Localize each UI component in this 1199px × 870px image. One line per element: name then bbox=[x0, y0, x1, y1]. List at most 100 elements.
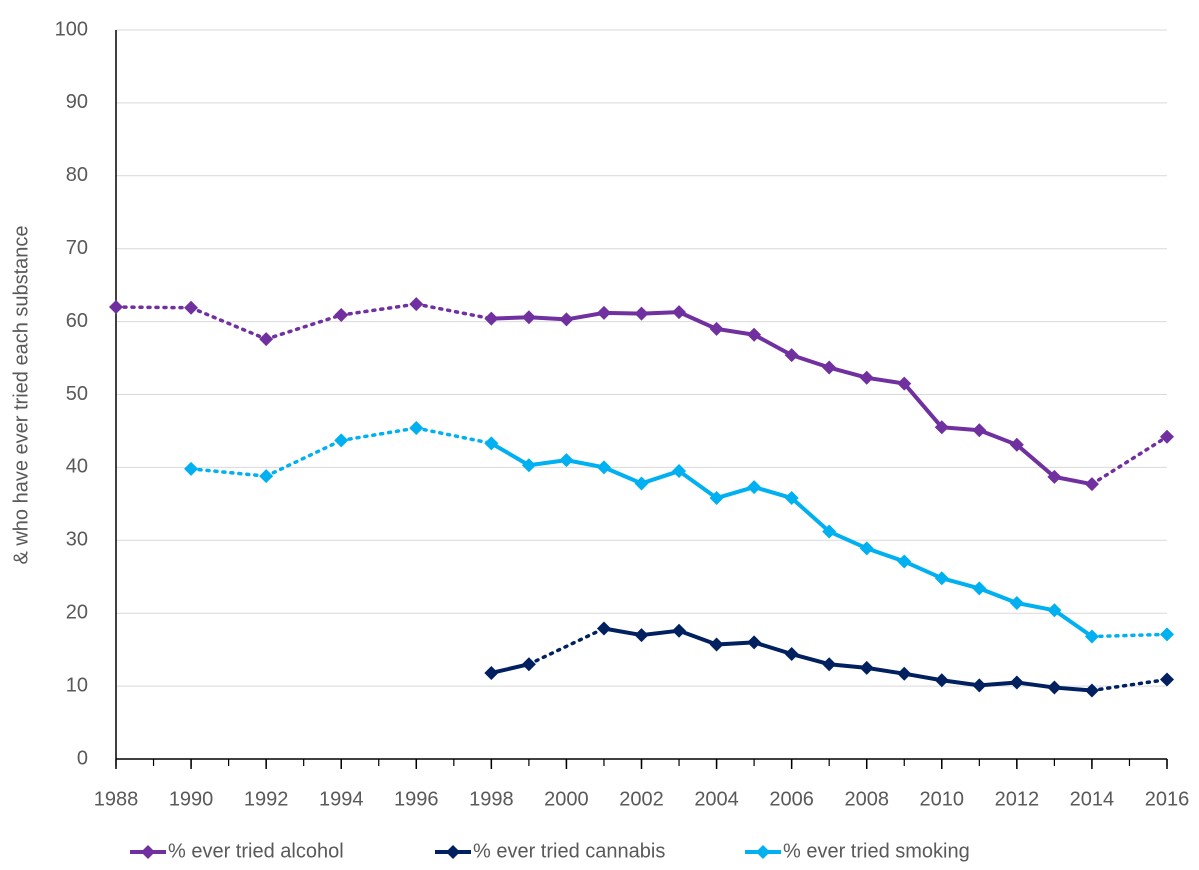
line-segment bbox=[189, 305, 268, 341]
y-tick-label: 10 bbox=[66, 674, 88, 696]
data-point bbox=[184, 461, 199, 476]
line-segment bbox=[902, 381, 944, 430]
line-segment bbox=[489, 441, 531, 468]
legend-label: % ever tried alcohol bbox=[168, 840, 344, 862]
y-tick-label: 90 bbox=[66, 91, 88, 113]
data-point bbox=[822, 360, 837, 375]
line-segment bbox=[489, 662, 531, 675]
data-point bbox=[559, 453, 574, 468]
line-segment bbox=[1090, 435, 1169, 486]
y-tick-label: 100 bbox=[55, 18, 88, 40]
data-point bbox=[709, 491, 724, 506]
line-segment bbox=[601, 626, 644, 638]
data-point bbox=[859, 660, 874, 675]
data-point bbox=[709, 637, 724, 652]
line-segment bbox=[714, 485, 757, 501]
data-point bbox=[1160, 627, 1174, 642]
data-point bbox=[934, 420, 949, 435]
x-tick-label: 1994 bbox=[319, 788, 364, 810]
y-tick-label: 80 bbox=[66, 164, 88, 186]
data-point bbox=[1084, 683, 1099, 698]
data-point bbox=[1084, 477, 1099, 492]
x-tick-label: 2014 bbox=[1070, 788, 1115, 810]
line-segment bbox=[564, 310, 606, 322]
x-tick-label: 1990 bbox=[169, 788, 214, 810]
data-point bbox=[934, 571, 949, 586]
line-segment bbox=[1090, 632, 1169, 639]
line-segment bbox=[864, 665, 907, 676]
data-point bbox=[1160, 672, 1174, 687]
data-point bbox=[672, 623, 687, 638]
data-point bbox=[559, 312, 574, 327]
data-point bbox=[521, 310, 536, 325]
data-point bbox=[259, 332, 274, 347]
x-tick-label: 1992 bbox=[244, 788, 289, 810]
x-tick-label: 2008 bbox=[844, 788, 889, 810]
line-segment bbox=[526, 458, 569, 468]
line-segment bbox=[677, 628, 719, 647]
line-segment bbox=[601, 465, 644, 486]
line-segment bbox=[864, 546, 907, 564]
x-tick-label: 1988 bbox=[94, 788, 139, 810]
line-segment bbox=[414, 302, 494, 321]
y-tick-label: 60 bbox=[66, 310, 88, 332]
line-segment bbox=[339, 426, 419, 443]
data-point bbox=[334, 308, 349, 323]
line-segment bbox=[414, 426, 494, 446]
data-point bbox=[596, 621, 611, 636]
legend-marker bbox=[141, 845, 155, 859]
data-point bbox=[822, 524, 837, 539]
line-segment bbox=[789, 353, 832, 370]
x-tick-label: 2010 bbox=[920, 788, 965, 810]
data-point bbox=[784, 348, 799, 363]
data-point bbox=[897, 666, 912, 681]
line-segment bbox=[339, 302, 419, 317]
y-tick-label: 40 bbox=[66, 456, 88, 478]
data-point bbox=[672, 464, 687, 479]
data-point bbox=[484, 665, 499, 680]
line-segment bbox=[677, 310, 719, 331]
data-point bbox=[184, 300, 199, 315]
data-point bbox=[1009, 675, 1024, 690]
line-segment bbox=[114, 305, 193, 310]
data-point bbox=[859, 370, 874, 385]
line-segment bbox=[564, 458, 606, 470]
line-segment bbox=[977, 428, 1019, 447]
line-segment bbox=[189, 467, 268, 478]
data-point bbox=[784, 647, 799, 662]
x-tick-label: 2006 bbox=[769, 788, 814, 810]
data-point bbox=[747, 480, 762, 495]
y-tick-label: 70 bbox=[66, 237, 88, 259]
line-segment bbox=[939, 678, 982, 688]
line-segment bbox=[714, 326, 757, 337]
legend-label: % ever tried smoking bbox=[783, 840, 970, 862]
data-point bbox=[972, 581, 987, 596]
data-point bbox=[897, 376, 912, 391]
data-point bbox=[634, 306, 649, 321]
legend-marker bbox=[446, 845, 460, 859]
line-segment bbox=[902, 559, 944, 581]
y-axis-label: & who have ever tried each substance bbox=[10, 225, 32, 564]
data-point bbox=[521, 657, 536, 672]
data-point bbox=[972, 423, 987, 438]
data-point bbox=[521, 458, 536, 473]
data-point bbox=[484, 436, 499, 451]
line-segment bbox=[752, 640, 794, 657]
line-segment bbox=[1014, 600, 1057, 613]
line-segment bbox=[1052, 474, 1094, 487]
data-point bbox=[109, 300, 123, 315]
line-segment bbox=[639, 469, 682, 486]
y-tick-label: 50 bbox=[66, 383, 88, 405]
line-segment bbox=[752, 485, 794, 501]
data-point bbox=[897, 554, 912, 569]
line-segment bbox=[264, 313, 343, 341]
data-point bbox=[1047, 603, 1062, 618]
data-point bbox=[259, 469, 274, 484]
data-point bbox=[822, 657, 837, 672]
data-point bbox=[972, 678, 987, 693]
x-tick-label: 2004 bbox=[694, 788, 739, 810]
data-point bbox=[484, 311, 499, 326]
data-point bbox=[1047, 680, 1062, 695]
line-segment bbox=[1014, 680, 1057, 690]
